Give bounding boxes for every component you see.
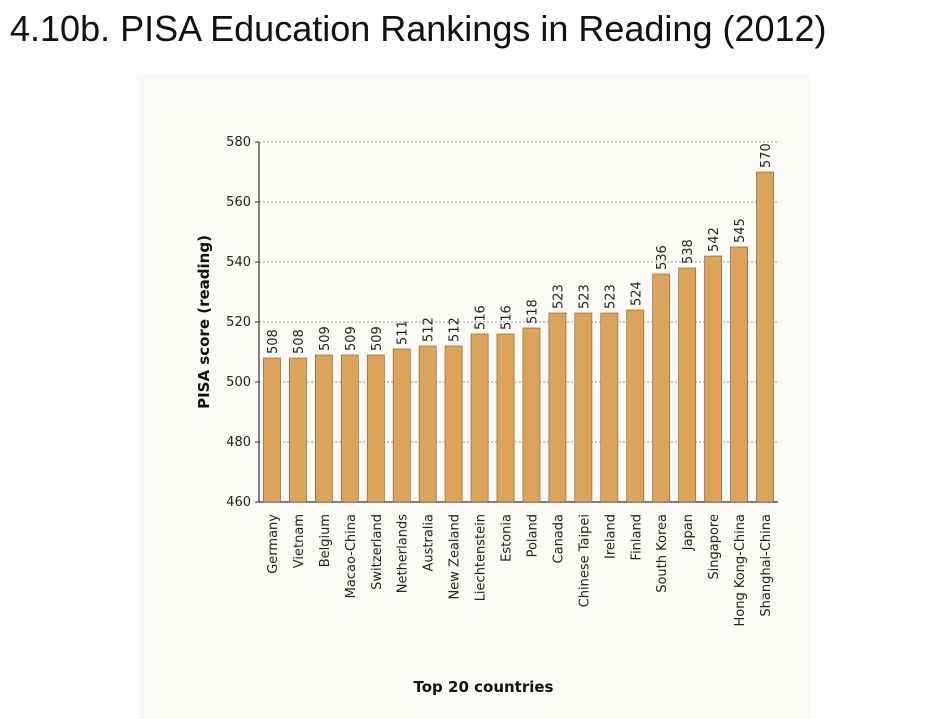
bar: [730, 246, 748, 503]
x-tick-label: Hong Kong-China: [733, 514, 748, 627]
x-tick-label: Poland: [525, 514, 540, 557]
data-label: 508: [292, 329, 307, 354]
x-tick-label: Singapore: [707, 514, 722, 580]
x-tick-label: Germany: [266, 514, 281, 574]
bar: [496, 333, 515, 503]
data-label: 512: [422, 317, 437, 342]
x-tick-label: Macao-China: [344, 514, 359, 598]
bar-chart: 460 480 500 520 540 560 580 508 Germany 508 Vietna…: [195, 135, 778, 696]
data-label: 523: [551, 284, 566, 309]
data-label: 508: [266, 329, 281, 354]
slide-title: 4.10b. PISA Education Rankings in Readin…: [10, 8, 827, 49]
x-tick-label: Vietnam: [292, 514, 307, 568]
y-tick-label: 480: [226, 435, 251, 450]
x-tick-label: Australia: [422, 514, 437, 572]
x-tick-label: New Zealand: [448, 514, 463, 599]
x-tick-label: South Korea: [655, 514, 670, 593]
data-label: 516: [500, 305, 515, 330]
bar: [548, 312, 567, 503]
x-tick-label: Japan: [681, 514, 696, 551]
bar: [444, 345, 463, 503]
data-label: 511: [396, 320, 411, 345]
x-tick-label: Shanghai-China: [759, 514, 774, 617]
data-label: 538: [681, 239, 696, 264]
data-label: 524: [629, 281, 644, 306]
bar: [600, 312, 619, 503]
bar: [392, 348, 411, 503]
bar: [366, 354, 385, 503]
x-tick-label: Netherlands: [396, 514, 411, 593]
data-label: 570: [759, 143, 774, 168]
bar: [315, 354, 333, 503]
x-tick-label: Switzerland: [370, 514, 385, 590]
x-tick-label: Chinese Taipei: [577, 514, 592, 607]
bar: [418, 345, 437, 503]
bar: [289, 357, 307, 503]
y-tick-label: 460: [226, 495, 251, 510]
bar: [340, 354, 359, 503]
data-label: 509: [344, 326, 359, 351]
y-tick-label: 560: [226, 195, 251, 210]
bar: [626, 309, 645, 503]
data-label: 509: [318, 326, 333, 351]
x-axis-title: Top 20 countries: [414, 678, 554, 696]
bar: [522, 327, 541, 503]
bar: [756, 171, 774, 503]
y-axis-title: PISA score (reading): [195, 235, 213, 409]
x-tick-label: Finland: [629, 514, 644, 560]
bar: [470, 333, 489, 503]
x-tick-label: Canada: [551, 514, 566, 563]
data-label: 523: [577, 284, 592, 309]
bar: [574, 312, 593, 503]
bar: [704, 255, 722, 503]
data-label: 542: [707, 227, 722, 252]
x-tick-label: Estonia: [500, 514, 515, 562]
bar: [263, 357, 281, 503]
data-label: 536: [655, 245, 670, 270]
data-label: 518: [525, 299, 540, 324]
data-label: 512: [448, 317, 463, 342]
x-tick-label: Belgium: [318, 514, 333, 567]
data-label: 545: [733, 218, 748, 243]
y-tick-label: 500: [226, 375, 251, 390]
data-label: 523: [603, 284, 618, 309]
chart-panel: 460 480 500 520 540 560 580 508 Germany 508 Vietna…: [137, 74, 810, 719]
data-label: 509: [370, 326, 385, 351]
bar: [678, 267, 697, 503]
y-tick-label: 540: [226, 255, 251, 270]
x-tick-label: Ireland: [603, 514, 618, 559]
y-tick-label: 520: [226, 315, 251, 330]
y-tick-label: 580: [226, 135, 251, 150]
data-label: 516: [474, 305, 489, 330]
bar: [652, 273, 671, 503]
x-tick-label: Liechtenstein: [474, 514, 489, 601]
